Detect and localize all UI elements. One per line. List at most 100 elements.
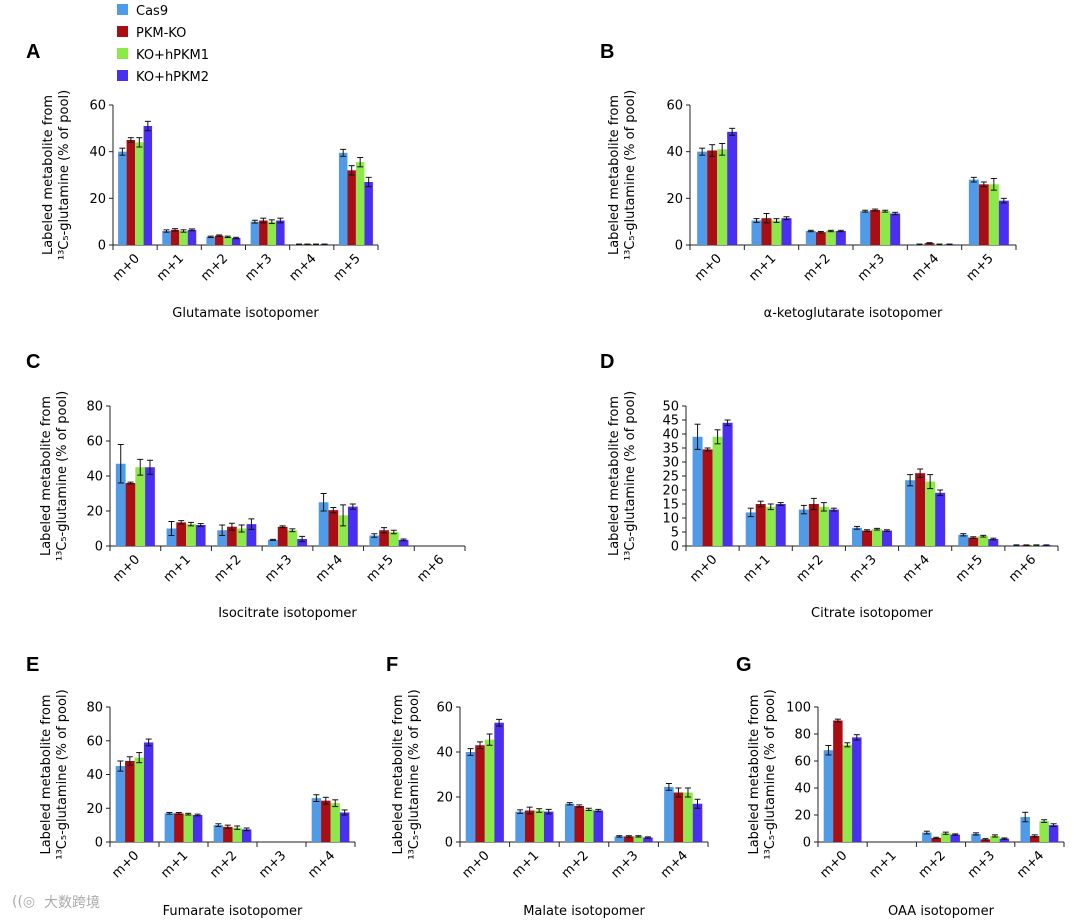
y-tick-label: 40 bbox=[794, 782, 811, 797]
error-bar bbox=[268, 219, 275, 225]
error-bar bbox=[119, 147, 126, 156]
bar bbox=[683, 792, 693, 842]
y-tick-label: 30 bbox=[662, 456, 679, 471]
panel-letter: F bbox=[386, 654, 398, 676]
x-tick-label: m+3 bbox=[242, 251, 275, 284]
x-tick-label: m+0 bbox=[817, 848, 850, 881]
error-bar bbox=[724, 419, 731, 427]
error-bar bbox=[175, 811, 182, 815]
error-bar bbox=[390, 529, 397, 535]
error-bar bbox=[927, 474, 934, 490]
y-axis-title-line1: Labeled metabolite from bbox=[607, 95, 622, 255]
x-tick-label: m+1 bbox=[746, 251, 779, 284]
bar bbox=[259, 220, 268, 245]
bar bbox=[862, 530, 872, 546]
y-tick-label: 0 bbox=[675, 239, 683, 254]
y-tick-label: 60 bbox=[86, 734, 103, 749]
y-axis-title: Labeled metabolite from¹³C₅-glutamine (%… bbox=[391, 689, 422, 859]
bar bbox=[1020, 817, 1030, 842]
y-axis-title-line1: Labeled metabolite from bbox=[391, 694, 406, 854]
y-axis-title-line2: ¹³C₅-glutamine (% of pool) bbox=[55, 689, 70, 859]
error-bar bbox=[146, 459, 153, 475]
error-bar bbox=[178, 520, 185, 525]
error-bar bbox=[224, 824, 231, 829]
y-axis-title-line2: ¹³C₅-glutamine (% of pool) bbox=[623, 90, 638, 260]
error-bar bbox=[127, 137, 134, 143]
bar bbox=[364, 182, 373, 245]
x-tick-label: m+5 bbox=[364, 552, 397, 585]
error-bar bbox=[341, 809, 348, 816]
bar bbox=[115, 766, 126, 842]
x-tick-label: m+3 bbox=[855, 251, 888, 284]
bar bbox=[475, 745, 485, 842]
legend-label: PKM-KO bbox=[136, 26, 186, 41]
bar bbox=[584, 809, 594, 842]
error-bar bbox=[817, 230, 824, 234]
y-axis-title: Labeled metabolite from¹³C₅-glutamine (%… bbox=[39, 689, 70, 859]
bar bbox=[805, 231, 816, 245]
x-tick-label: m+4 bbox=[305, 848, 338, 881]
x-tick-label: m+2 bbox=[559, 848, 592, 881]
legend: Cas9 PKM-KO KO+hPKM1 KO+hPKM2 bbox=[117, 4, 209, 85]
y-tick-label: 20 bbox=[794, 809, 811, 824]
bar bbox=[818, 506, 829, 546]
bar bbox=[338, 515, 348, 546]
bar bbox=[246, 524, 257, 546]
x-axis-title: Isocitrate isotopomer bbox=[218, 606, 357, 621]
bar bbox=[347, 170, 356, 245]
y-tick-label: 60 bbox=[89, 99, 106, 114]
bar bbox=[276, 220, 285, 245]
y-tick-label: 10 bbox=[662, 512, 679, 527]
y-axis-title: Labeled metabolite from¹³C₅-glutamine (%… bbox=[607, 90, 638, 260]
panel-letter: G bbox=[736, 654, 752, 676]
error-bar bbox=[827, 229, 834, 233]
bar bbox=[170, 229, 180, 245]
error-bar bbox=[1023, 544, 1030, 546]
x-tick-label: m+2 bbox=[207, 848, 240, 881]
legend-label: KO+hPKM1 bbox=[136, 48, 209, 63]
bar bbox=[574, 806, 584, 842]
error-bar bbox=[486, 733, 493, 746]
error-bar bbox=[526, 806, 533, 815]
y-tick-label: 0 bbox=[95, 836, 103, 851]
x-tick-label: m+3 bbox=[847, 552, 880, 585]
error-bar bbox=[960, 533, 967, 537]
error-bar bbox=[180, 229, 187, 233]
error-bar bbox=[166, 811, 173, 815]
bar bbox=[692, 436, 703, 546]
error-bar bbox=[496, 718, 503, 727]
error-bar bbox=[834, 718, 841, 723]
error-bar bbox=[371, 533, 378, 538]
legend-swatch bbox=[117, 48, 128, 59]
x-tick-label: m+6 bbox=[1006, 552, 1039, 585]
bar bbox=[179, 231, 188, 245]
y-axis-title-line1: Labeled metabolite from bbox=[607, 396, 622, 556]
bar bbox=[761, 218, 772, 245]
x-tick-label: m+2 bbox=[212, 552, 245, 585]
y-tick-label: 100 bbox=[786, 701, 811, 716]
bar bbox=[143, 742, 154, 842]
y-tick-label: 40 bbox=[89, 145, 106, 160]
bar bbox=[186, 524, 196, 546]
bar bbox=[815, 232, 826, 245]
bar bbox=[143, 126, 153, 245]
error-bar bbox=[340, 148, 347, 157]
x-tick-label: m+3 bbox=[608, 848, 641, 881]
bar bbox=[534, 810, 544, 842]
error-bar bbox=[197, 523, 204, 527]
bar bbox=[162, 231, 171, 245]
legend-swatch bbox=[117, 4, 128, 15]
bar bbox=[823, 750, 834, 842]
y-tick-label: 40 bbox=[666, 145, 683, 160]
bar bbox=[775, 504, 786, 546]
error-bar bbox=[777, 502, 784, 506]
error-bar bbox=[357, 157, 364, 168]
bar bbox=[125, 483, 136, 546]
bar bbox=[164, 813, 175, 842]
error-bar bbox=[763, 213, 770, 224]
error-bar bbox=[576, 804, 583, 808]
bar bbox=[339, 812, 350, 842]
panel-a: A Labeled metabolite from¹³C₅-glutamine (… bbox=[26, 41, 379, 321]
error-bar bbox=[207, 235, 214, 239]
